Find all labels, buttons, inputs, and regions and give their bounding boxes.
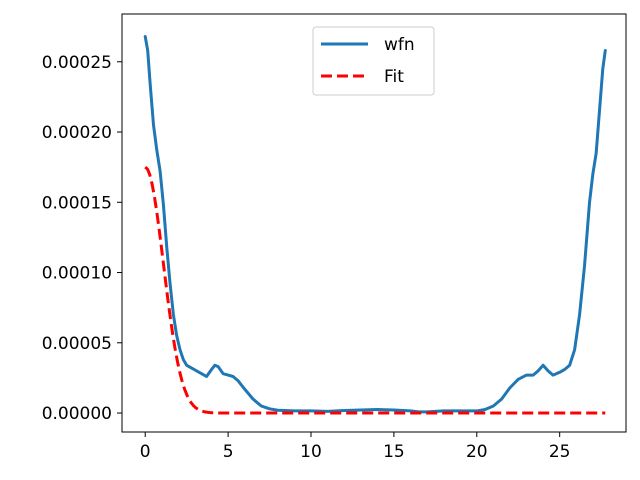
x-tick-label: 20 — [466, 442, 488, 462]
y-axis-ticks: 0.00000 0.00005 0.00010 0.00015 0.00020 0.000… — [42, 53, 122, 424]
series-layer — [143, 34, 607, 415]
x-tick-label: 15 — [383, 442, 405, 462]
y-tick-label: 0.00020 — [42, 123, 112, 143]
y-tick-label: 0.00025 — [42, 53, 112, 73]
y-tick-label: 0.00000 — [42, 404, 112, 424]
y-tick-label: 0.00005 — [42, 334, 112, 354]
legend: wfn Fit — [312, 26, 435, 96]
series-line-fit — [144, 166, 606, 415]
plot-area — [121, 13, 627, 433]
legend-label-fit: Fit — [384, 67, 404, 87]
x-tick-label: 0 — [140, 442, 151, 462]
legend-label-wfn: wfn — [384, 35, 415, 55]
x-tick-label: 25 — [549, 442, 571, 462]
legend-box — [312, 26, 435, 96]
series-line-wfn — [143, 34, 607, 414]
x-tick-label: 10 — [300, 442, 322, 462]
y-tick-label: 0.00015 — [42, 193, 112, 213]
y-tick-label: 0.00010 — [42, 264, 112, 284]
x-axis-ticks: 0 5 10 15 20 25 — [140, 432, 571, 462]
x-tick-label: 5 — [223, 442, 234, 462]
